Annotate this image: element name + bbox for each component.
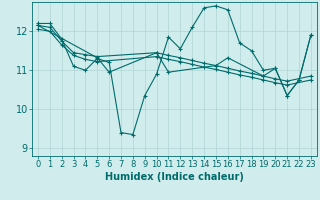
X-axis label: Humidex (Indice chaleur): Humidex (Indice chaleur)	[105, 172, 244, 182]
